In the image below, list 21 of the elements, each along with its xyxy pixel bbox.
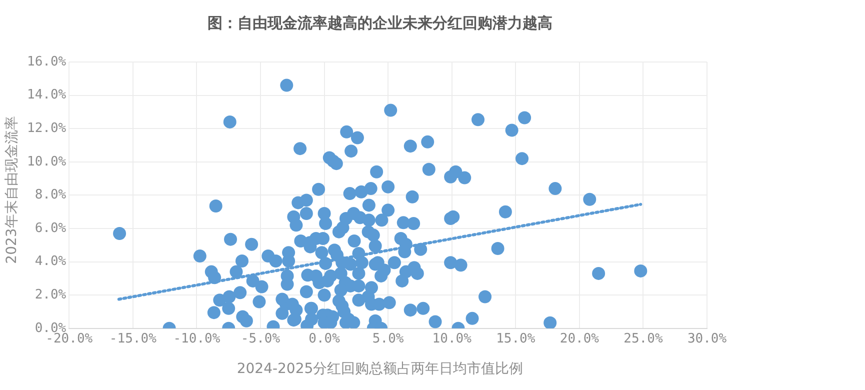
y-tick-label: 14.0% bbox=[26, 88, 66, 103]
y-tick-label: 10.0% bbox=[26, 154, 66, 170]
y-tick-label: 4.0% bbox=[34, 254, 66, 270]
x-tick-label: 5.0% bbox=[372, 332, 404, 347]
x-tick-label: 15.0% bbox=[496, 332, 536, 347]
x-tick-label: -10.0% bbox=[173, 332, 220, 347]
y-tick-label: 16.0% bbox=[26, 54, 66, 70]
x-tick-label: 25.0% bbox=[624, 332, 663, 347]
y-tick-label: 2.0% bbox=[34, 287, 66, 302]
x-tick-label: 30.0% bbox=[687, 332, 727, 347]
y-tick-label: 6.0% bbox=[34, 220, 66, 236]
chart-title: 图：自由现金流率越高的企业未来分红回购潜力越高 bbox=[206, 14, 554, 33]
y-axis-title: 2023年末自由现金流率 bbox=[3, 116, 21, 264]
x-tick-label: -5.0% bbox=[240, 332, 280, 347]
x-axis-title: 2024-2025分红回购总额占两年日均市值比例 bbox=[236, 360, 524, 378]
x-tick-label: 0.0% bbox=[308, 332, 340, 347]
y-tick-label: 12.0% bbox=[26, 120, 66, 136]
x-tick-label: 20.0% bbox=[560, 332, 600, 347]
x-tick-label: 10.0% bbox=[432, 332, 472, 347]
y-tick-label: 8.0% bbox=[34, 188, 66, 203]
x-tick-label: -15.0% bbox=[109, 332, 157, 347]
